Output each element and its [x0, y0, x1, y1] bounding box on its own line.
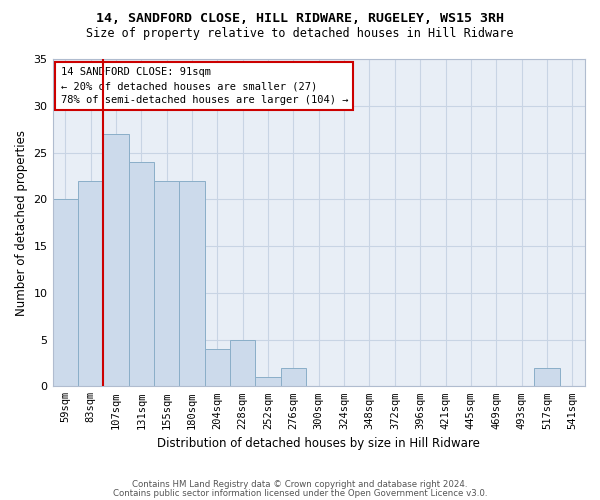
- Bar: [281, 368, 306, 386]
- Bar: [179, 180, 205, 386]
- Y-axis label: Number of detached properties: Number of detached properties: [15, 130, 28, 316]
- X-axis label: Distribution of detached houses by size in Hill Ridware: Distribution of detached houses by size …: [157, 437, 480, 450]
- Bar: [256, 377, 281, 386]
- Bar: [534, 368, 560, 386]
- Bar: [103, 134, 128, 386]
- Text: Contains HM Land Registry data © Crown copyright and database right 2024.: Contains HM Land Registry data © Crown c…: [132, 480, 468, 489]
- Bar: [205, 349, 230, 387]
- Bar: [128, 162, 154, 386]
- Bar: [53, 200, 78, 386]
- Text: 14, SANDFORD CLOSE, HILL RIDWARE, RUGELEY, WS15 3RH: 14, SANDFORD CLOSE, HILL RIDWARE, RUGELE…: [96, 12, 504, 26]
- Bar: [154, 180, 179, 386]
- Bar: [78, 180, 103, 386]
- Text: Size of property relative to detached houses in Hill Ridware: Size of property relative to detached ho…: [86, 28, 514, 40]
- Text: Contains public sector information licensed under the Open Government Licence v3: Contains public sector information licen…: [113, 489, 487, 498]
- Bar: [230, 340, 256, 386]
- Text: 14 SANDFORD CLOSE: 91sqm
← 20% of detached houses are smaller (27)
78% of semi-d: 14 SANDFORD CLOSE: 91sqm ← 20% of detach…: [61, 67, 348, 105]
